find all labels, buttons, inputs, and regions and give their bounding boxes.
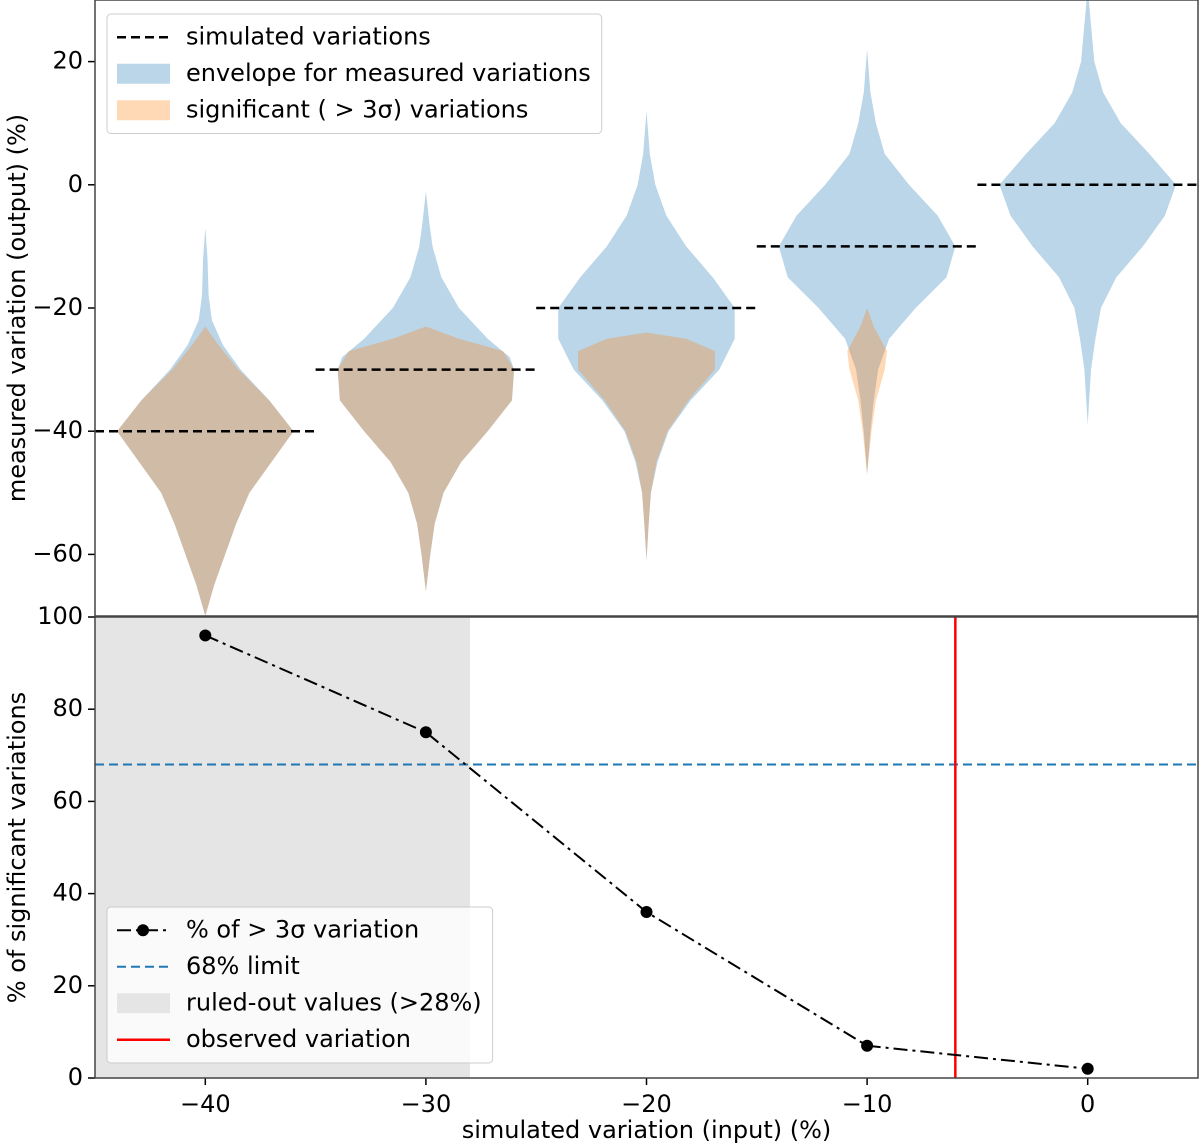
point: [419, 726, 432, 739]
x-tick-label: 0: [1080, 1090, 1095, 1118]
legend-marker: [137, 924, 149, 937]
x-tick-label: −40: [180, 1090, 231, 1118]
legend-box: [106, 13, 603, 134]
legend: simulated variations envelope for measure…: [106, 13, 603, 134]
legend-label: envelope for measured variations: [186, 59, 591, 87]
point: [1081, 1062, 1094, 1075]
legend-patch: [117, 100, 170, 121]
legend-patch: [117, 63, 170, 84]
y-axis-label: % of significant variations: [3, 692, 31, 1003]
y-tick-label: 0: [68, 170, 83, 198]
y-tick-label: −20: [32, 293, 83, 321]
y-tick-label: 100: [37, 602, 83, 630]
legend-label: % of > 3σ variation: [186, 915, 419, 943]
y-tick-label: 20: [52, 971, 83, 999]
violin: [337, 190, 515, 592]
legend-box: [106, 906, 494, 1064]
violin: [778, 49, 956, 475]
y-tick-label: 20: [52, 47, 83, 75]
plot-frame: [94, 0, 1199, 617]
x-tick-label: −20: [621, 1090, 672, 1118]
violin: [117, 227, 294, 616]
legend: % of > 3σ variation 68% limit ruled-out va…: [106, 906, 494, 1064]
point: [640, 906, 653, 919]
y-tick-label: −60: [32, 539, 83, 567]
x-tick-label: −30: [401, 1090, 452, 1118]
y-tick-label: 60: [52, 786, 83, 814]
legend-label: simulated variations: [186, 22, 431, 50]
y-tick-label: 80: [52, 694, 83, 722]
legend-patch: [117, 993, 170, 1014]
y-tick-label: −40: [32, 416, 83, 444]
legend-label: observed variation: [186, 1025, 411, 1053]
y-axis-label: measured variation (output) (%): [3, 114, 31, 502]
violin: [117, 326, 294, 616]
y-tick-label: 0: [68, 1063, 83, 1091]
violin: [578, 332, 715, 561]
plot-area: [95, 0, 1198, 616]
plot-frame: [94, 616, 1199, 1079]
x-tick-label: −10: [842, 1090, 893, 1118]
violin: [999, 0, 1176, 426]
x-axis-label: simulated variation (input) (%): [462, 1116, 832, 1144]
violin: [558, 110, 735, 561]
legend-label: 68% limit: [186, 952, 300, 980]
y-tick-label: 40: [52, 879, 83, 907]
point: [199, 629, 212, 642]
violin: [847, 308, 887, 475]
violin: [337, 326, 515, 592]
point: [861, 1039, 874, 1052]
legend-label: ruled-out values (>28%): [186, 988, 482, 1016]
legend-label: significant ( > 3σ) variations: [186, 95, 528, 123]
